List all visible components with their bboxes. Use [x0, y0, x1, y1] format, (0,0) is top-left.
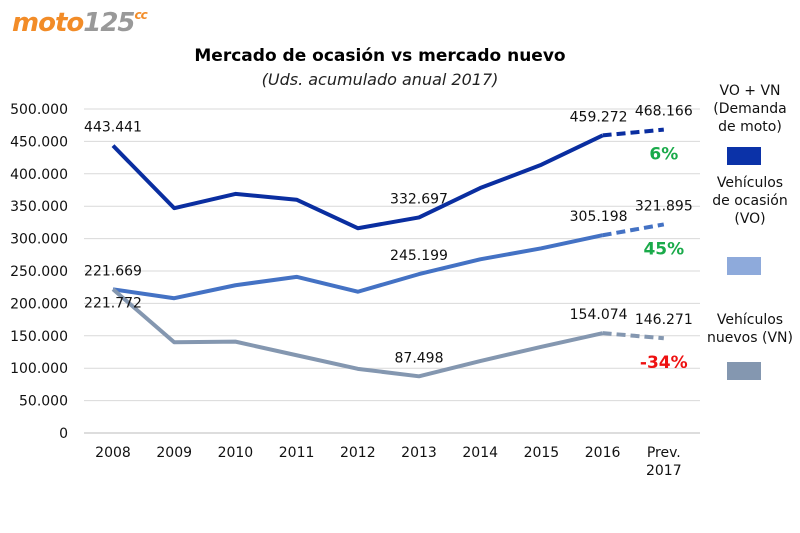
data-label: 87.498 [395, 350, 444, 366]
x-tick-label: Prev. [647, 445, 681, 461]
y-tick-label: 50.000 [19, 394, 68, 410]
y-tick-label: 0 [59, 426, 68, 442]
x-tick-label: 2014 [462, 445, 498, 461]
legend-label: Vehículos de ocasión (VO) [700, 174, 800, 228]
legend-line: Vehículos [716, 312, 784, 328]
x-tick-label: 2010 [218, 445, 254, 461]
data-label: 332.697 [390, 191, 448, 207]
y-tick-label: 250.000 [10, 264, 68, 280]
data-label: 221.772 [84, 295, 142, 311]
x-tick-label: 2011 [279, 445, 315, 461]
change-label: -34% [640, 353, 688, 373]
legend-label: Vehículos nuevos (VN) [700, 311, 800, 347]
chart-subtitle: (Uds. acumulado anual 2017) [261, 70, 499, 89]
data-label: 443.441 [84, 120, 142, 136]
y-tick-label: 400.000 [10, 167, 68, 183]
x-tick-label: 2015 [524, 445, 560, 461]
change-label: 45% [643, 239, 684, 259]
series-line [111, 133, 604, 231]
chart-title: Mercado de ocasión vs mercado nuevo [194, 46, 566, 66]
data-label: 221.669 [84, 263, 142, 279]
legend-line: VO + VN [719, 83, 781, 99]
y-tick-label: 200.000 [10, 296, 68, 312]
data-label: 321.895 [635, 198, 693, 214]
y-tick-label: 500.000 [10, 102, 68, 118]
change-label: 6% [649, 145, 678, 165]
data-label: 146.271 [635, 312, 693, 328]
x-tick-label: 2009 [156, 445, 192, 461]
data-label: 305.198 [570, 209, 628, 225]
legend-swatch [727, 257, 761, 275]
moto125-logo: moto125cc [12, 8, 148, 38]
legend-line: de ocasión [712, 193, 788, 209]
series-line [112, 233, 604, 301]
data-label: 459.272 [570, 109, 628, 125]
series-forecast-line [602, 222, 665, 238]
legend-line: (Demanda [713, 101, 787, 117]
data-label: 154.074 [570, 307, 628, 323]
series-line [111, 287, 604, 379]
series-forecast-line [602, 127, 664, 138]
legend-label: VO + VN (Demanda de moto) [700, 82, 800, 136]
legend-line: (VO) [734, 211, 766, 227]
legend-swatch [727, 147, 761, 165]
x-tick-label: 2013 [401, 445, 437, 461]
data-label: 245.199 [390, 248, 448, 264]
x-tick-label: 2012 [340, 445, 376, 461]
x-tick-label: 2016 [585, 445, 621, 461]
series-forecast-line [602, 331, 664, 341]
legend-line: Vehículos [716, 175, 784, 191]
y-tick-label: 100.000 [10, 361, 68, 377]
x-tick-label: 2008 [95, 445, 131, 461]
y-tick-label: 300.000 [10, 232, 68, 248]
y-tick-label: 350.000 [10, 199, 68, 215]
data-label: 468.166 [635, 104, 693, 120]
y-tick-label: 450.000 [10, 134, 68, 150]
y-tick-label: 150.000 [10, 329, 68, 345]
legend-swatch [727, 362, 761, 380]
legend-line: de moto) [718, 119, 782, 135]
legend-line: nuevos (VN) [707, 330, 793, 346]
x-tick-label: 2017 [646, 463, 682, 479]
